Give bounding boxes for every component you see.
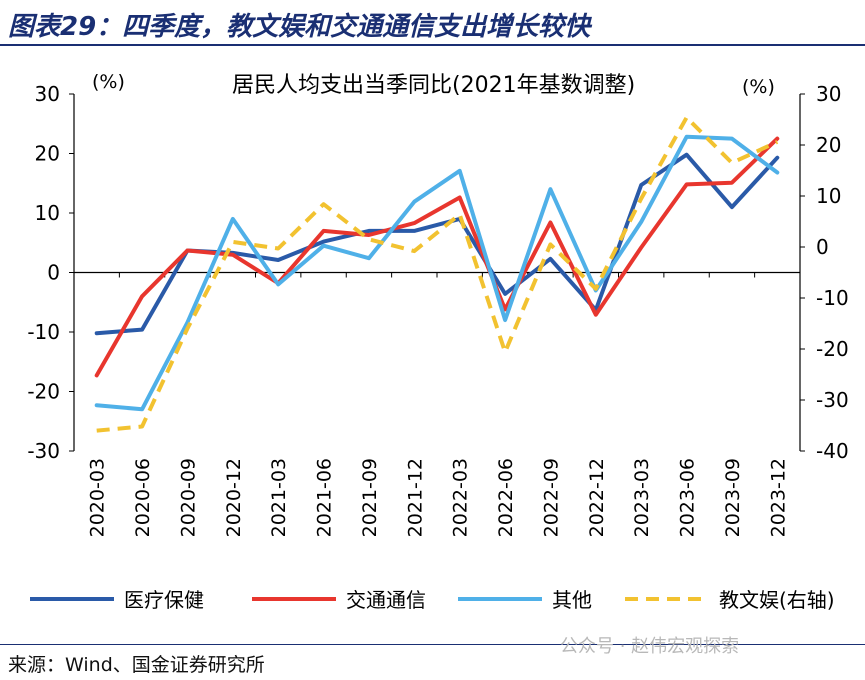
x-tick-label: 2022-06	[495, 458, 517, 537]
series-line-4	[96, 115, 779, 433]
left-axis-unit: (%)	[92, 71, 125, 93]
left-tick-label: 30	[35, 82, 60, 106]
left-tick-label: -30	[27, 439, 60, 463]
chart-title: 居民人均支出当季同比(2021年基数调整)	[232, 73, 635, 98]
legend-label-4: 教文娱(右轴)	[719, 588, 835, 612]
legend-label-2: 交通通信	[346, 588, 426, 612]
right-tick-label: -10	[816, 286, 849, 310]
left-tick-label: 20	[35, 142, 60, 166]
x-tick-label: 2021-12	[404, 458, 426, 537]
legend-label-1: 医疗保健	[124, 588, 204, 612]
series-line-3	[94, 134, 780, 412]
right-tick-label: -40	[816, 439, 849, 463]
right-tick-label: 10	[816, 184, 841, 208]
left-tick-label: -10	[27, 320, 60, 344]
source-note: 来源：Wind、国金证券研究所	[8, 654, 265, 676]
x-tick-label: 2020-06	[132, 458, 154, 537]
right-tick-label: 0	[816, 235, 829, 259]
left-tick-label: 0	[47, 261, 60, 285]
x-tick-label: 2021-06	[314, 458, 336, 537]
right-tick-label: 20	[816, 133, 841, 157]
right-tick-label: 30	[816, 82, 841, 106]
x-tick-label: 2023-03	[631, 458, 653, 537]
x-tick-label: 2020-09	[177, 458, 199, 537]
x-tick-label: 2021-03	[268, 458, 290, 537]
left-tick-label: 10	[35, 201, 60, 225]
left-tick-label: -20	[27, 380, 60, 404]
x-tick-label: 2022-09	[540, 458, 562, 537]
x-tick-label: 2023-06	[677, 458, 699, 537]
right-axis-unit: (%)	[742, 76, 775, 98]
watermark-text: 公众号 · 赵伟宏观探索	[560, 636, 740, 657]
x-tick-label: 2020-12	[223, 458, 245, 537]
legend-label-3: 其他	[552, 588, 592, 612]
figure-title: 图表29：四季度，教文娱和交通通信支出增长较快	[8, 12, 591, 42]
x-tick-label: 2023-09	[722, 458, 744, 537]
x-tick-label: 2023-12	[767, 458, 789, 537]
x-tick-label: 2022-12	[586, 458, 608, 537]
x-tick-label: 2021-09	[359, 458, 381, 537]
right-tick-label: -30	[816, 388, 849, 412]
x-tick-label: 2020-03	[87, 458, 109, 537]
footer-rule	[0, 644, 865, 645]
x-tick-label: 2022-03	[450, 458, 472, 537]
title-rule	[0, 44, 865, 46]
series-line-2	[94, 136, 780, 378]
right-tick-label: -20	[816, 337, 849, 361]
